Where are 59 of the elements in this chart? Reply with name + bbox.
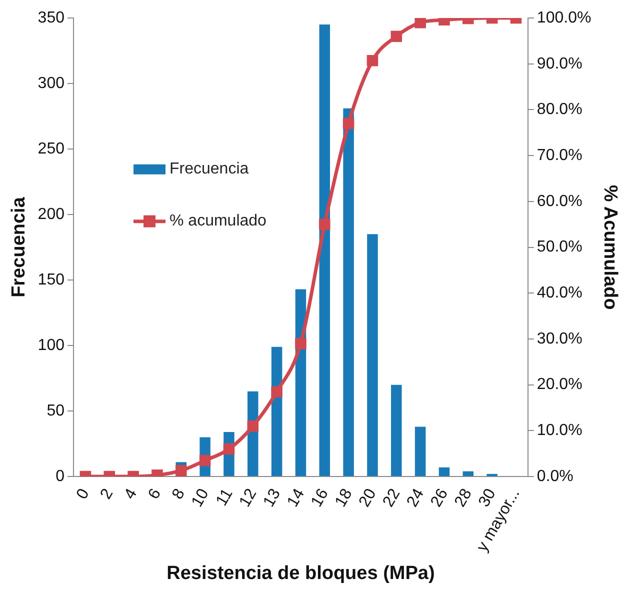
y-tick-label: 200 bbox=[38, 206, 65, 223]
y2-tick-label: 20.0% bbox=[536, 376, 582, 394]
x-tick-label: 8 bbox=[169, 486, 188, 502]
point bbox=[318, 218, 330, 230]
x-tick-label: 26 bbox=[428, 486, 452, 510]
y-axis-title: Frecuencia bbox=[8, 196, 30, 298]
y2-tick-label: 80.0% bbox=[536, 101, 582, 118]
x-tick-label: 28 bbox=[452, 486, 476, 510]
y2-tick-label: 70.0% bbox=[536, 146, 582, 164]
point bbox=[295, 338, 306, 350]
y-tick-label: 50 bbox=[46, 402, 65, 420]
y2-tick-label: 90.0% bbox=[536, 55, 582, 72]
bar bbox=[414, 426, 426, 476]
y2-axis-title: % Acumulado bbox=[599, 184, 620, 310]
x-tick-label: 11 bbox=[213, 486, 236, 509]
bar bbox=[486, 474, 498, 476]
x-tick-label: 24 bbox=[404, 486, 428, 510]
bar bbox=[391, 384, 402, 476]
x-tick-label: 18 bbox=[332, 486, 356, 510]
x-tick-label: 6 bbox=[145, 486, 165, 502]
y2-tick-label: 50.0% bbox=[536, 238, 582, 256]
point bbox=[199, 454, 211, 466]
point bbox=[366, 55, 378, 66]
bar bbox=[438, 467, 450, 476]
legend-label: % acumulado bbox=[169, 212, 267, 230]
y2-tick-label: 30.0% bbox=[536, 330, 582, 348]
x-tick-label: 14 bbox=[284, 486, 308, 510]
x-tick-label: 22 bbox=[380, 486, 404, 510]
bar bbox=[367, 234, 378, 476]
point bbox=[223, 443, 235, 455]
y-tick-label: 300 bbox=[38, 74, 65, 92]
y-tick-label: 150 bbox=[38, 271, 65, 288]
point bbox=[247, 420, 259, 432]
x-tick-label: 0 bbox=[74, 486, 93, 502]
y-tick-label: 0 bbox=[56, 468, 65, 485]
legend-label: Frecuencia bbox=[169, 160, 249, 178]
x-tick-label: 12 bbox=[236, 486, 260, 510]
y2-tick-label: 60.0% bbox=[536, 192, 582, 210]
y-tick-label: 100 bbox=[38, 336, 65, 354]
x-tick-label: 2 bbox=[97, 486, 117, 502]
point bbox=[414, 18, 426, 28]
x-tick-label: 13 bbox=[260, 486, 284, 510]
y2-tick-label: 100.0% bbox=[536, 9, 592, 26]
bar bbox=[462, 471, 474, 476]
y2-tick-label: 0.0% bbox=[536, 468, 574, 485]
y-tick-label: 250 bbox=[38, 140, 65, 158]
point bbox=[271, 386, 282, 398]
y2-tick-label: 40.0% bbox=[536, 284, 582, 302]
x-axis-title: Resistencia de bloques (MPa) bbox=[166, 562, 435, 584]
y2-tick-label: 10.0% bbox=[536, 422, 582, 440]
y-tick-label: 350 bbox=[38, 9, 65, 26]
point bbox=[342, 118, 354, 130]
bar bbox=[319, 24, 330, 476]
x-tick-label: 20 bbox=[356, 486, 380, 510]
x-tick-label: 16 bbox=[308, 486, 332, 510]
bar bbox=[343, 108, 354, 476]
x-tick-label: 10 bbox=[188, 486, 212, 510]
point bbox=[175, 464, 187, 476]
x-tick-label: 4 bbox=[121, 486, 141, 502]
